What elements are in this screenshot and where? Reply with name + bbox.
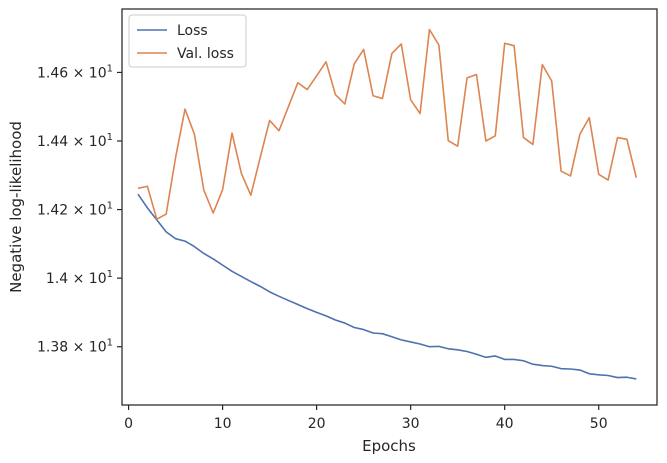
y-axis-ticks: 1.38 × 101 1.4 × 101 1.42 × 101 1.44 × 101 1… [37,63,122,356]
x-axis-title: Epochs [362,437,416,455]
x-tick-label: 0 [124,416,133,432]
y-tick-label: 1.42 × 101 [37,201,113,219]
legend-label-val-loss: Val. loss [177,46,234,62]
x-axis-ticks: 0 10 20 30 40 50 [124,405,608,432]
legend: Loss Val. loss [128,14,247,68]
series-layer [137,28,638,380]
x-tick-label: 50 [590,416,608,432]
y-tick-label: 1.38 × 101 [37,338,113,356]
x-tick-label: 40 [496,416,514,432]
series-line-val-loss [137,28,638,220]
plot-frame [121,8,658,406]
y-tick-label: 1.46 × 101 [37,63,113,81]
y-tick-label: 1.44 × 101 [37,132,113,150]
y-tick-label: 1.4 × 101 [46,269,113,287]
series-line-loss [137,193,637,380]
legend-box [128,14,247,68]
x-tick-label: 10 [214,416,232,432]
x-tick-label: 20 [308,416,326,432]
legend-label-loss: Loss [177,23,208,39]
x-tick-label: 30 [402,416,420,432]
y-axis-title: Negative log-likelihood [7,121,25,293]
